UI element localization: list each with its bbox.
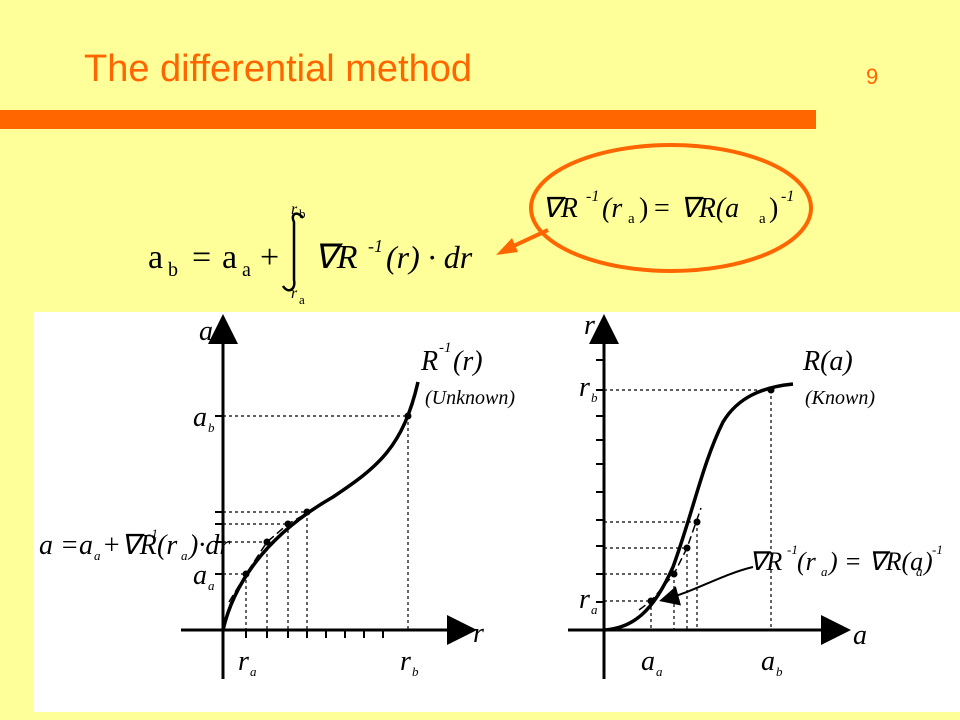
right-xtick-ab: a [761,646,775,677]
right-relation-left: ∇R [749,547,782,576]
callout-right-sup: -1 [781,188,794,205]
right-relation-mid: ) = ∇R(a [827,547,923,576]
right-guides [604,389,772,630]
right-plot: r a [568,310,943,679]
right-curve-label: R(a) [802,346,853,377]
right-relation-arrow [659,566,754,606]
right-ytick-ra-sub: a [591,602,598,617]
page-number: 9 [866,64,879,89]
left-curve [221,381,420,631]
callout-left-sup: -1 [586,188,599,205]
equation-area: a b = a a + r b r a ∇R -1 (r) · dr ∇R -1… [148,143,813,307]
callout: ∇R -1 (r a ) = ∇R(a a ) -1 [496,143,813,273]
eq-lhs: a [148,239,163,276]
eq-lhs-sub: b [168,259,178,281]
left-update-plus: +∇R [102,530,157,561]
right-relation-left-sup: -1 [787,542,798,557]
slide-title: The differential method [84,48,472,90]
callout-left-sub: a [628,211,635,227]
right-relation-left-arg: (r [797,547,817,576]
right-y-label: r [584,312,595,341]
eq-upper-sub: b [299,206,306,221]
callout-equals: = [654,193,670,224]
right-curve [603,382,794,632]
left-update-arg-sub: a [181,548,188,563]
left-ytick-aa-sub: a [208,578,215,593]
right-relation-sup: -1 [932,542,943,557]
left-update-lhs: a = [39,530,79,561]
callout-right-close: ) [769,193,778,224]
right-ytick-rb: r [579,372,590,403]
left-x-ticks [245,630,384,638]
eq-equals: = [192,239,211,276]
right-ytick-ra: r [579,584,590,615]
left-curve-note: (Unknown) [425,387,515,409]
right-points [647,386,775,605]
left-x-label: r [473,618,484,649]
eq-term1-sub: a [242,259,251,281]
right-xtick-ab-sub: b [776,664,783,679]
callout-right-sub: a [759,211,766,227]
callout-ellipse [529,143,813,273]
left-ytick-ab: a [193,402,207,433]
right-tangent-steps [638,507,702,611]
callout-left: ∇R [542,193,578,224]
eq-plus: + [260,239,279,276]
eq-integrand-sup: -1 [368,236,383,256]
left-curve-label-sup: -1 [439,340,452,356]
figure-panel: a r [33,310,960,712]
left-guides [223,415,409,630]
right-curve-note: (Known) [805,387,875,409]
right-relation-end: ) [922,547,933,576]
right-x-label: a [853,620,867,651]
left-xtick-rb-sub: b [412,664,419,679]
eq-integrand-arg: (r) · dr [386,239,473,275]
left-update-sup: -1 [147,526,158,541]
left-xtick-rb: r [400,646,411,677]
main-equation: a b = a a + r b r a ∇R -1 (r) · dr [148,201,473,307]
left-points [242,412,412,578]
right-relation-left-arg-sub: a [821,564,828,579]
callout-right: ∇R(a [680,193,739,224]
left-curve-label: R [420,346,438,377]
left-ytick-ab-sub: b [208,420,215,435]
callout-arrowhead [496,238,518,255]
eq-upper: r [291,201,298,218]
left-xtick-ra-sub: a [250,664,257,679]
left-y-label: a [199,316,213,347]
left-ytick-aa: a [193,560,207,591]
right-xtick-aa-sub: a [656,664,663,679]
eq-integrand: ∇R [314,239,358,276]
left-xtick-ra: r [238,646,249,677]
callout-left-arg: (r [602,193,622,224]
figure-svg: a r [39,310,943,679]
eq-lower-sub: a [299,292,305,307]
left-curve-label-arg: (r) [453,346,483,377]
left-update-end: )·dr [187,530,230,561]
right-xtick-aa: a [641,646,655,677]
eq-lower: r [291,285,298,302]
left-update-a-sub: a [94,548,101,563]
left-y-ticks [215,415,223,575]
left-update-arg: (r [157,530,177,561]
right-ytick-rb-sub: b [591,390,598,405]
eq-term1: a [222,239,237,276]
left-plot: a r [39,314,515,679]
title-underline-bar [0,110,816,129]
callout-left-close: ) [639,193,648,224]
left-update-a: a [79,530,93,561]
right-relation-mid-sub: a [916,564,923,579]
integral-sign [281,212,304,292]
svg-text:a: a [148,239,163,276]
right-y-ticks [596,359,604,603]
left-tangent-steps [228,507,317,603]
